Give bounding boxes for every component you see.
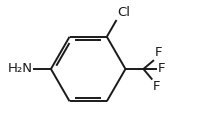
Text: F: F — [155, 47, 162, 59]
Text: H₂N: H₂N — [7, 63, 32, 75]
Text: Cl: Cl — [117, 6, 130, 19]
Text: F: F — [152, 80, 160, 93]
Text: F: F — [158, 63, 165, 75]
